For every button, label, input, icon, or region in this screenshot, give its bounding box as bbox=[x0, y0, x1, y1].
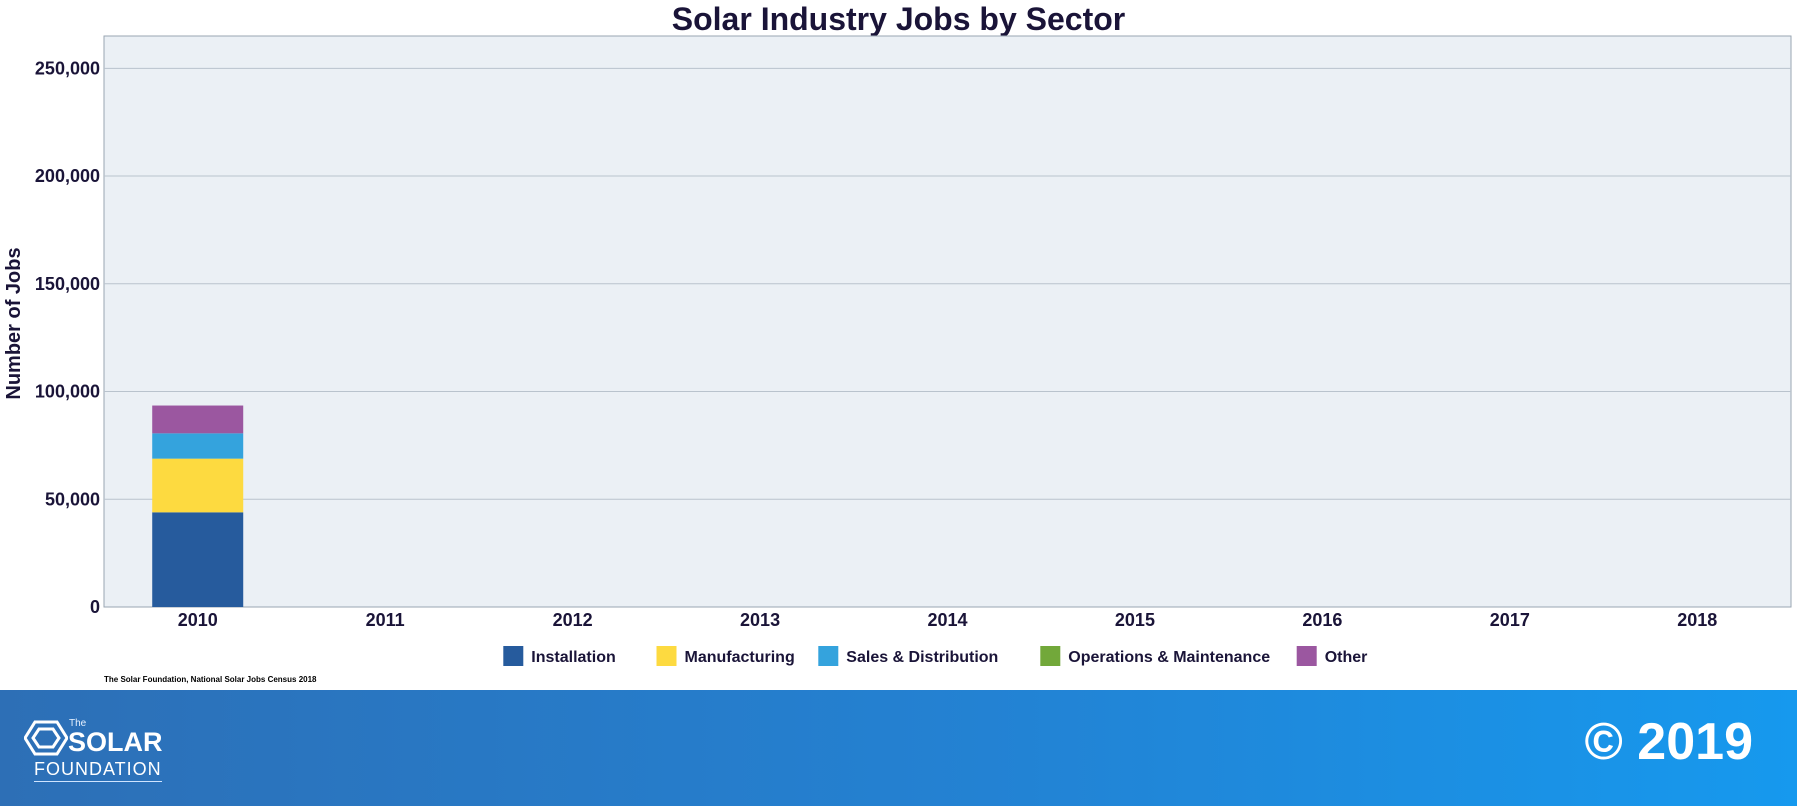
y-axis-ticks: 0 50,000 100,000 150,000 200,000 250,000 bbox=[35, 58, 100, 617]
x-tick-label: 2014 bbox=[927, 610, 967, 630]
x-tick-label: 2018 bbox=[1677, 610, 1717, 630]
bar-segment bbox=[152, 512, 244, 607]
y-tick-label: 250,000 bbox=[35, 58, 100, 78]
x-axis-ticks: 2010 2011 2012 2013 2014 2015 2016 2017 2018 bbox=[178, 610, 1718, 630]
solar-foundation-logo: The SOLAR FOUNDATION bbox=[24, 718, 174, 788]
y-tick-label: 200,000 bbox=[35, 166, 100, 186]
bars bbox=[152, 405, 244, 607]
footer-banner: The SOLAR FOUNDATION © 2019 bbox=[0, 690, 1797, 806]
legend-swatch bbox=[818, 646, 839, 666]
legend-label: Installation bbox=[531, 649, 615, 666]
legend-swatch bbox=[656, 646, 677, 666]
x-tick-label: 2010 bbox=[178, 610, 218, 630]
x-tick-label: 2012 bbox=[553, 610, 593, 630]
plot-area bbox=[103, 35, 1792, 608]
gridlines bbox=[104, 67, 1791, 500]
legend-swatch bbox=[503, 646, 524, 666]
legend-label: Sales & Distribution bbox=[846, 649, 998, 666]
y-axis-label: Number of Jobs bbox=[3, 247, 25, 399]
legend: Installation Manufacturing Sales & Distrib… bbox=[503, 646, 1367, 666]
y-tick-label: 0 bbox=[90, 597, 100, 617]
x-tick-label: 2016 bbox=[1302, 610, 1342, 630]
x-tick-label: 2013 bbox=[740, 610, 780, 630]
y-tick-label: 150,000 bbox=[35, 274, 100, 294]
legend-label: Operations & Maintenance bbox=[1068, 649, 1270, 666]
legend-label: Manufacturing bbox=[685, 649, 795, 666]
bar-segment bbox=[152, 405, 244, 434]
source-note: The Solar Foundation, National Solar Job… bbox=[104, 675, 317, 684]
x-tick-label: 2017 bbox=[1490, 610, 1530, 630]
hexagon-logo-icon bbox=[24, 720, 68, 756]
x-tick-label: 2011 bbox=[366, 610, 405, 630]
legend-label: Other bbox=[1325, 649, 1368, 666]
bar-segment bbox=[152, 433, 244, 459]
x-tick-label: 2015 bbox=[1115, 610, 1155, 630]
chart: 0 50,000 100,000 150,000 200,000 250,000 2010… bbox=[3, 35, 1792, 666]
copyright-text: © 2019 bbox=[1584, 713, 1753, 771]
logo-the-text: The bbox=[69, 718, 87, 729]
y-tick-label: 100,000 bbox=[35, 382, 100, 402]
legend-swatch bbox=[1040, 646, 1061, 666]
bar-segment bbox=[152, 458, 244, 513]
logo-foundation-text: FOUNDATION bbox=[34, 759, 162, 782]
legend-swatch bbox=[1296, 646, 1317, 666]
y-tick-label: 50,000 bbox=[45, 489, 100, 509]
logo-solar-text: SOLAR bbox=[68, 727, 163, 757]
chart-title: Solar Industry Jobs by Sector bbox=[671, 1, 1126, 37]
